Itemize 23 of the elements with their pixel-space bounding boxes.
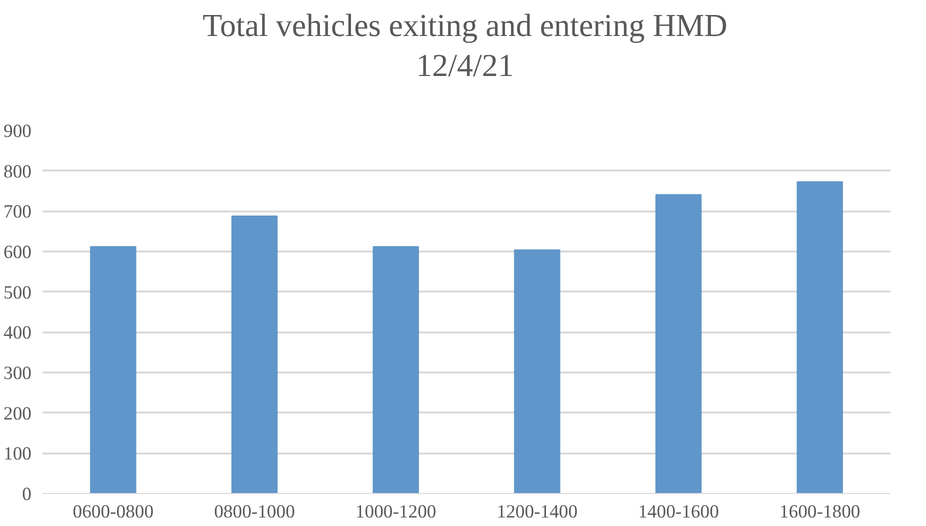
x-tick-label: 1000-1200 bbox=[355, 502, 436, 522]
x-tick-label: 0800-1000 bbox=[214, 502, 295, 522]
bar bbox=[655, 194, 702, 494]
x-tick-label: 1400-1600 bbox=[638, 502, 719, 522]
y-tick-label: 900 bbox=[4, 121, 32, 142]
x-tick-label: 1600-1800 bbox=[779, 502, 860, 522]
y-tick-label: 500 bbox=[4, 282, 32, 304]
bar bbox=[231, 216, 278, 494]
y-tick-label: 400 bbox=[4, 322, 32, 344]
y-tick-label: 100 bbox=[4, 444, 32, 465]
bar bbox=[514, 249, 560, 494]
x-tick-label: 1200-1400 bbox=[496, 502, 578, 522]
bar bbox=[90, 246, 136, 494]
chart-title: Total vehicles exiting and entering HMD 12/4/21 bbox=[202, 6, 728, 85]
bar bbox=[796, 181, 843, 494]
y-tick-label: 800 bbox=[4, 161, 32, 182]
y-tick-label: 0 bbox=[22, 484, 32, 505]
y-tick-label: 300 bbox=[4, 363, 32, 384]
x-tick-label: 0600-0800 bbox=[72, 502, 154, 522]
bar bbox=[372, 246, 419, 494]
y-tick-label: 700 bbox=[4, 202, 32, 223]
y-tick-label: 200 bbox=[4, 403, 32, 424]
y-tick-label: 600 bbox=[4, 242, 32, 263]
